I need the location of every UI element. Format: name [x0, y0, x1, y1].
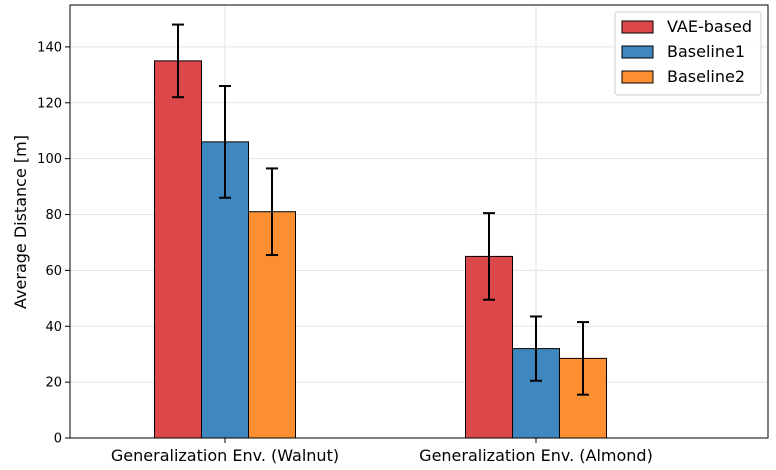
y-axis-title: Average Distance [m] — [11, 135, 30, 309]
y-tick-label: 120 — [37, 96, 62, 111]
y-tick-label: 20 — [45, 376, 62, 391]
y-tick-label: 80 — [45, 208, 62, 223]
legend-swatch — [621, 20, 654, 34]
y-tick-label: 0 — [54, 432, 62, 447]
y-tick-label: 60 — [45, 264, 62, 279]
x-axis-ticks: Generalization Env. (Walnut) Generalizati… — [111, 438, 653, 465]
legend-label: Baseline1 — [667, 42, 745, 61]
x-tick-label: Generalization Env. (Walnut) — [111, 446, 339, 465]
y-axis-ticks: 0 20 40 60 80 100 120 140 — [37, 40, 70, 447]
x-tick-label: Generalization Env. (Almond) — [419, 446, 653, 465]
y-tick-label: 140 — [37, 40, 62, 55]
y-tick-label: 40 — [45, 320, 62, 335]
plot-frame — [69, 4, 769, 439]
error-bars — [172, 23, 589, 396]
bar — [154, 60, 202, 439]
legend-label: VAE-based — [667, 17, 752, 36]
legend: VAE-based Baseline1 Baseline2 — [614, 11, 762, 96]
y-tick-label: 100 — [37, 152, 62, 167]
legend-label: Baseline2 — [667, 67, 745, 86]
legend-swatch — [621, 45, 654, 59]
legend-swatch — [621, 70, 654, 84]
